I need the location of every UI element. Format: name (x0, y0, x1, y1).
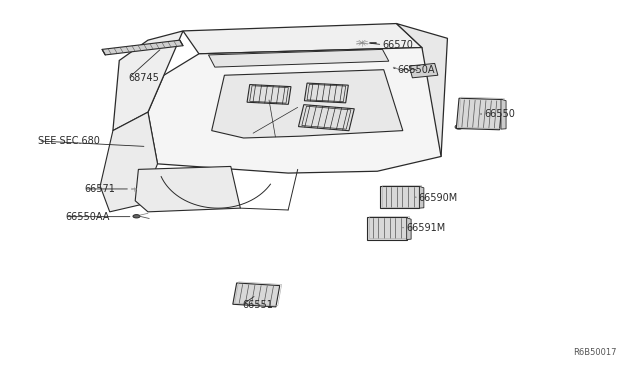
Polygon shape (419, 186, 424, 208)
Polygon shape (100, 112, 157, 212)
Text: 66571: 66571 (84, 184, 115, 194)
Ellipse shape (132, 115, 154, 129)
Ellipse shape (157, 177, 183, 187)
Ellipse shape (355, 39, 370, 46)
Ellipse shape (136, 118, 149, 126)
Text: R6B50017: R6B50017 (573, 347, 616, 357)
Polygon shape (135, 166, 241, 212)
Polygon shape (113, 31, 183, 131)
Ellipse shape (161, 193, 186, 205)
Polygon shape (409, 63, 438, 78)
Text: 66550AA: 66550AA (65, 212, 109, 222)
Ellipse shape (387, 65, 394, 69)
Text: 66550A: 66550A (397, 65, 435, 75)
Ellipse shape (125, 184, 143, 194)
Text: 68745: 68745 (129, 73, 160, 83)
Polygon shape (396, 23, 447, 157)
Text: 66591M: 66591M (406, 223, 445, 233)
Text: 66551: 66551 (243, 300, 273, 310)
Polygon shape (367, 217, 406, 240)
Polygon shape (298, 105, 355, 131)
Polygon shape (501, 99, 506, 129)
Polygon shape (212, 70, 403, 138)
Polygon shape (102, 40, 183, 55)
Text: 66550: 66550 (484, 109, 515, 119)
Polygon shape (233, 283, 280, 307)
Text: SEE SEC.680: SEE SEC.680 (38, 136, 100, 146)
Polygon shape (456, 98, 502, 130)
Ellipse shape (413, 67, 428, 76)
Polygon shape (148, 48, 441, 173)
Text: 66590M: 66590M (419, 193, 458, 203)
Polygon shape (183, 23, 422, 54)
Polygon shape (247, 84, 291, 104)
Polygon shape (305, 83, 348, 103)
Polygon shape (380, 186, 419, 208)
Text: 66570: 66570 (383, 39, 413, 49)
Polygon shape (406, 218, 411, 240)
Polygon shape (209, 49, 389, 67)
Ellipse shape (133, 215, 140, 218)
